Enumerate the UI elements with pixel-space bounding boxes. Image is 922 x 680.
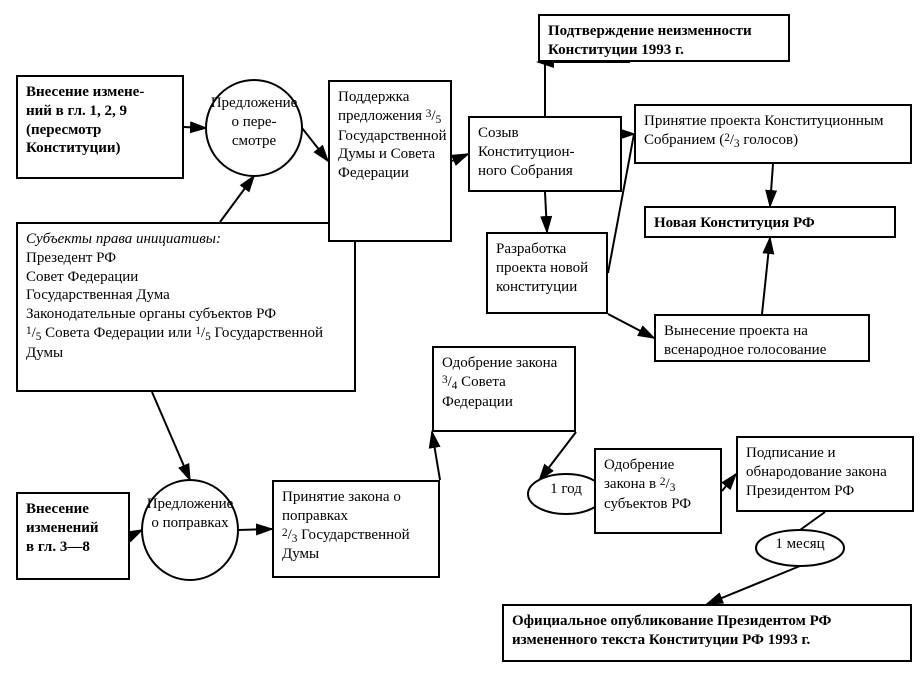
edge: [545, 192, 547, 232]
edge: [452, 154, 468, 161]
edge: [220, 176, 254, 222]
edge: [722, 474, 736, 491]
rect-node: Внесение измене-ний в гл. 1, 2, 9(пересм…: [16, 75, 184, 179]
ellipse-node: [206, 80, 302, 176]
edge: [238, 529, 272, 530]
rect-node: Внесениеизмененийв гл. 3—8: [16, 492, 130, 580]
rect-node: Принятие закона о поправках2/3 Государст…: [272, 480, 440, 578]
edge: [762, 238, 770, 314]
rect-node: Новая Конституция РФ: [644, 206, 896, 238]
rect-node: Одобрение закона 3/4 Совета Федерации: [432, 346, 576, 432]
ellipse-label: Предложениео поправках: [136, 495, 244, 533]
rect-node: Вынесение проекта навсенародное голосова…: [654, 314, 870, 362]
rect-node: Подписание и обнародование закона Презид…: [736, 436, 914, 512]
flowchart-stage: Предложениео пере-смотре Предложениео поп…: [0, 0, 922, 680]
rect-node: СозывКонституцион-ного Собрания: [468, 116, 622, 192]
rect-node: Официальное опубликование Президентом РФ…: [502, 604, 912, 662]
ellipse-node: [142, 480, 238, 580]
rect-node: Разработкапроекта новойконституции: [486, 232, 608, 314]
edge: [302, 128, 328, 161]
edge: [800, 512, 825, 530]
rect-node: Поддержка предложения 3/5 Государственно…: [328, 80, 452, 242]
ellipse-node: [528, 474, 604, 514]
edge: [707, 566, 800, 604]
ellipse-label: 1 месяц: [750, 535, 850, 554]
edge: [432, 432, 440, 480]
rect-node: Принятие проекта Конституционным Собрани…: [634, 104, 912, 164]
rect-node: Подтверждение неизменностиКонституции 19…: [538, 14, 790, 62]
rect-node: Одобрение закона в 2/3 субъектов РФ: [594, 448, 722, 534]
edge: [184, 127, 206, 128]
edge: [152, 392, 190, 480]
edge: [539, 432, 576, 480]
ellipse-node: [756, 530, 844, 566]
edge: [608, 314, 654, 338]
rect-node: Субъекты права инициативы:Презедент РФСо…: [16, 222, 356, 392]
edge: [545, 62, 630, 116]
ellipse-label: Предложениео пере-смотре: [200, 94, 308, 150]
edge: [130, 530, 142, 536]
edge: [770, 164, 773, 206]
